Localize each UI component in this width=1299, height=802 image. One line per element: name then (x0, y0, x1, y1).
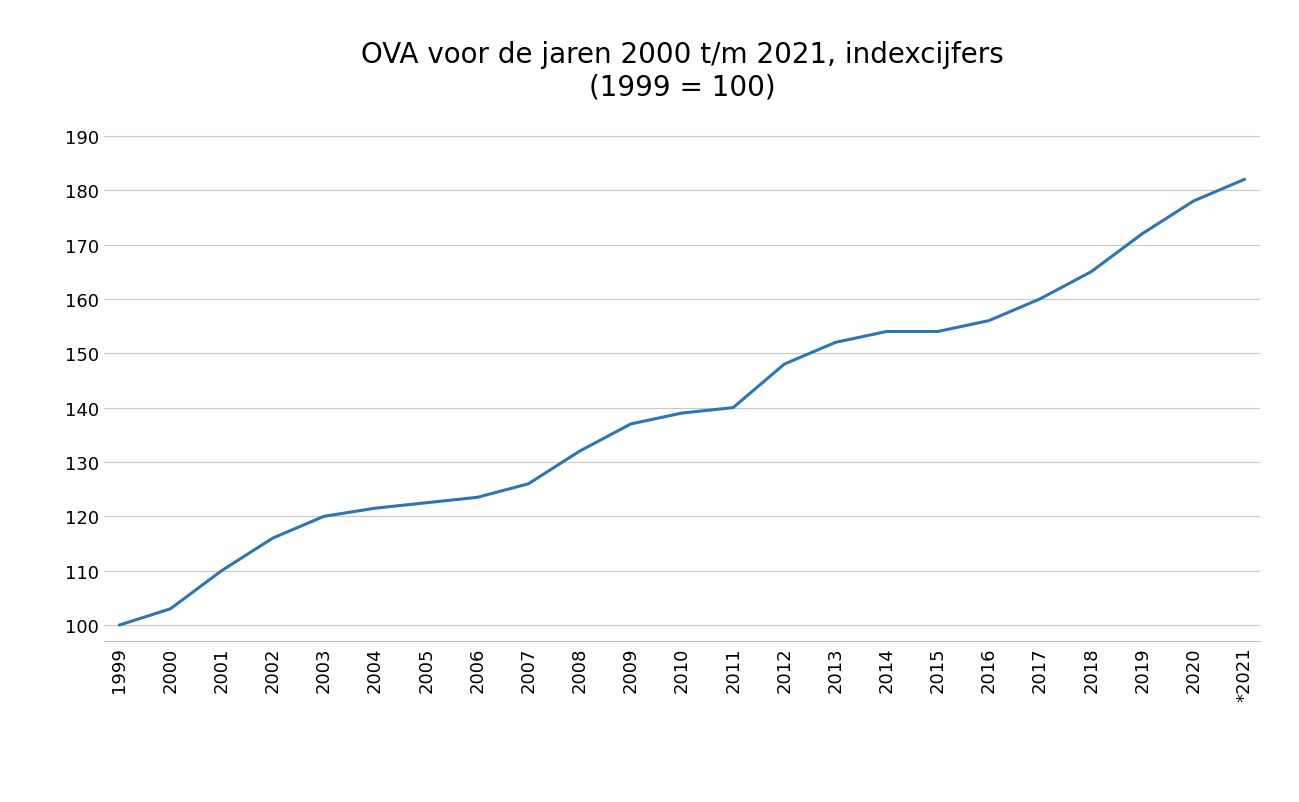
Title: OVA voor de jaren 2000 t/m 2021, indexcijfers
(1999 = 100): OVA voor de jaren 2000 t/m 2021, indexci… (361, 41, 1003, 101)
